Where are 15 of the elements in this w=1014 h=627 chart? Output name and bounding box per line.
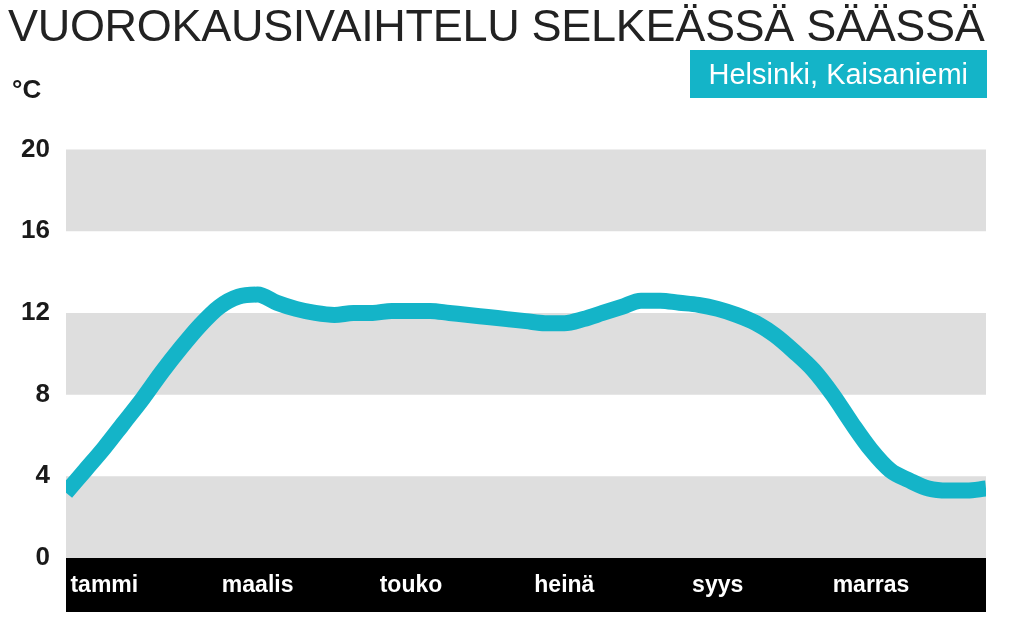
chart-title: VUOROKAUSIVAIHTELU SELKEÄSSÄ SÄÄSSÄ bbox=[8, 0, 985, 52]
x-tick-label: touko bbox=[379, 571, 443, 598]
y-tick-label: 8 bbox=[35, 377, 50, 408]
y-axis-title: °C bbox=[12, 74, 42, 105]
y-tick-label: 20 bbox=[21, 132, 50, 163]
x-tick-label: tammi bbox=[70, 571, 139, 598]
x-tick-label: maalis bbox=[221, 571, 294, 598]
y-tick-label: 12 bbox=[21, 296, 50, 327]
legend-box: Helsinki, Kaisaniemi bbox=[689, 50, 987, 98]
y-tick-label: 0 bbox=[35, 541, 50, 572]
x-tick-label: marras bbox=[832, 571, 910, 598]
x-tick-label: syys bbox=[692, 571, 744, 598]
x-tick-label: heinä bbox=[534, 571, 595, 598]
y-tick-label: 4 bbox=[35, 459, 51, 490]
y-tick-label: 16 bbox=[21, 214, 50, 245]
